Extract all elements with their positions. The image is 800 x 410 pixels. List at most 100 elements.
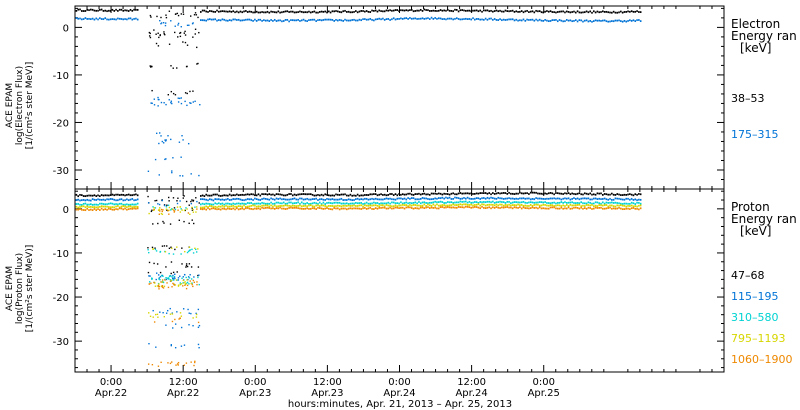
data-point bbox=[158, 213, 161, 215]
data-point bbox=[564, 192, 566, 195]
data-point bbox=[236, 193, 238, 196]
data-point bbox=[185, 283, 187, 285]
data-point bbox=[486, 204, 489, 206]
data-point bbox=[387, 194, 390, 196]
data-point bbox=[93, 206, 96, 208]
data-point bbox=[533, 191, 536, 194]
data-point bbox=[441, 201, 444, 203]
data-point bbox=[513, 204, 516, 206]
data-point bbox=[196, 206, 198, 208]
data-point bbox=[104, 17, 107, 20]
data-point bbox=[97, 206, 99, 209]
data-point bbox=[592, 205, 595, 208]
data-point bbox=[157, 284, 160, 287]
data-point bbox=[346, 11, 348, 13]
legend-entry: 1060–1900 bbox=[731, 353, 793, 366]
data-point bbox=[432, 192, 435, 195]
data-point bbox=[297, 201, 299, 204]
data-point bbox=[338, 19, 341, 21]
data-point bbox=[291, 10, 294, 13]
data-point bbox=[349, 207, 352, 210]
data-point bbox=[492, 18, 494, 21]
data-point bbox=[596, 198, 599, 200]
data-point bbox=[365, 201, 368, 204]
data-point bbox=[104, 199, 107, 202]
data-point bbox=[549, 202, 552, 205]
data-point bbox=[504, 192, 507, 194]
data-point bbox=[120, 202, 123, 205]
data-point bbox=[309, 202, 312, 205]
data-point bbox=[272, 202, 274, 205]
data-point bbox=[236, 205, 238, 208]
data-point bbox=[587, 201, 590, 204]
data-point bbox=[400, 206, 402, 209]
data-point bbox=[580, 206, 582, 209]
data-point bbox=[155, 250, 158, 252]
data-point bbox=[629, 208, 631, 211]
data-point bbox=[191, 22, 194, 25]
data-point bbox=[270, 201, 272, 204]
data-point bbox=[380, 204, 382, 207]
data-point bbox=[135, 17, 137, 20]
data-point bbox=[430, 9, 433, 12]
data-point bbox=[538, 10, 541, 13]
data-point bbox=[468, 9, 471, 12]
data-point bbox=[300, 10, 303, 13]
data-point bbox=[264, 206, 267, 209]
data-point bbox=[277, 19, 280, 22]
data-point bbox=[412, 10, 415, 13]
y-tick-label: -10 bbox=[53, 249, 69, 260]
data-point bbox=[82, 195, 85, 197]
data-point bbox=[349, 11, 352, 14]
data-point bbox=[309, 18, 312, 21]
data-point bbox=[486, 18, 489, 21]
data-point bbox=[625, 197, 628, 200]
data-point bbox=[428, 10, 431, 12]
data-point bbox=[198, 346, 200, 349]
data-point bbox=[182, 139, 184, 141]
data-point bbox=[162, 287, 165, 289]
data-point bbox=[621, 11, 624, 14]
data-point bbox=[549, 192, 552, 194]
data-point bbox=[115, 208, 117, 210]
data-point bbox=[389, 197, 391, 200]
data-point bbox=[184, 100, 186, 103]
data-point bbox=[373, 193, 375, 195]
data-point bbox=[131, 207, 134, 210]
data-point bbox=[567, 197, 570, 200]
data-point bbox=[358, 194, 361, 197]
data-point bbox=[163, 315, 166, 318]
data-point bbox=[580, 205, 582, 208]
data-point bbox=[638, 19, 640, 21]
data-point bbox=[225, 208, 227, 211]
data-point bbox=[385, 204, 388, 206]
data-point bbox=[214, 18, 217, 21]
data-point bbox=[639, 198, 642, 201]
data-point bbox=[592, 193, 595, 196]
data-point bbox=[173, 275, 176, 278]
data-point bbox=[133, 207, 135, 210]
data-point bbox=[479, 198, 482, 200]
data-point bbox=[118, 206, 121, 209]
data-point bbox=[147, 202, 150, 204]
data-point bbox=[344, 193, 346, 196]
data-point bbox=[227, 194, 229, 197]
data-point bbox=[126, 198, 128, 201]
data-point bbox=[199, 103, 201, 106]
data-point bbox=[490, 17, 492, 20]
data-point bbox=[607, 207, 610, 209]
data-point bbox=[183, 209, 186, 212]
data-point bbox=[448, 9, 451, 12]
y-tick-label: -10 bbox=[53, 71, 69, 82]
data-point bbox=[524, 207, 527, 209]
data-point bbox=[218, 10, 220, 13]
data-point bbox=[170, 100, 173, 102]
data-point bbox=[75, 193, 78, 196]
data-point bbox=[272, 20, 274, 22]
data-point bbox=[82, 202, 85, 205]
data-point bbox=[281, 198, 283, 201]
data-point bbox=[439, 192, 442, 195]
data-point bbox=[362, 207, 364, 210]
data-point bbox=[510, 204, 512, 207]
data-point bbox=[248, 198, 251, 201]
